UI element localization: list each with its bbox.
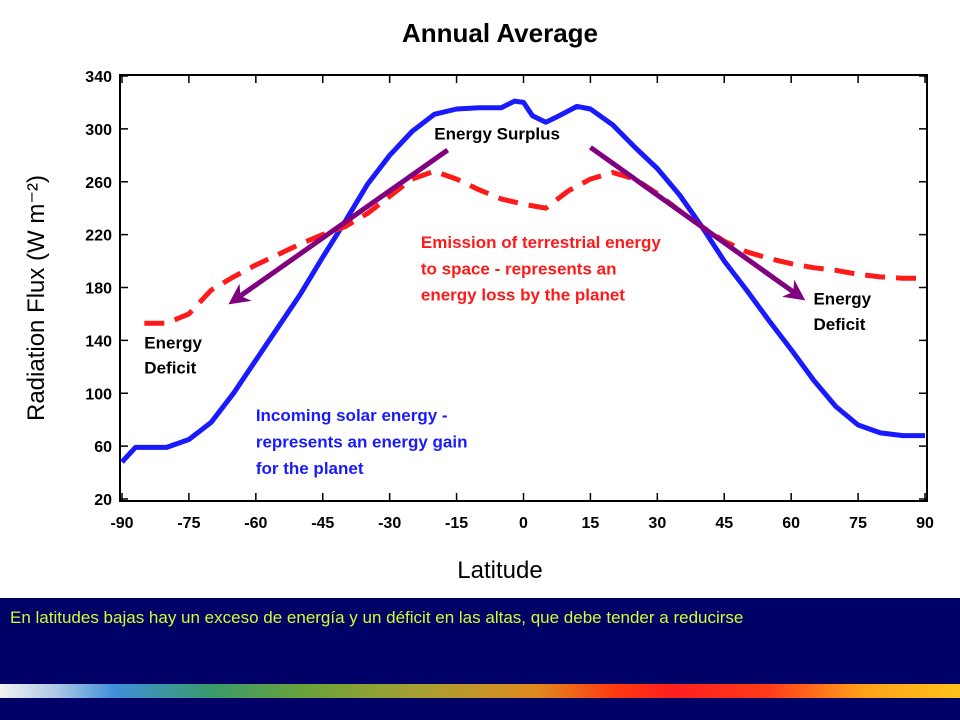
incoming-line — [120, 98, 925, 464]
chart-annotation: Energy — [813, 290, 871, 309]
x-tick-label: -90 — [110, 515, 133, 532]
y-axis-label: Radiation Flux (W m⁻²) — [23, 175, 50, 421]
y-tick-label: 220 — [85, 228, 112, 245]
caption-text: En latitudes bajas hay un exceso de ener… — [10, 608, 744, 627]
energy-flow-arrow — [588, 145, 806, 301]
y-tick-label: 260 — [85, 175, 112, 192]
y-tick-label: 140 — [85, 333, 112, 350]
energy-flow-arrow — [228, 147, 450, 305]
decorative-gradient-strip — [0, 684, 960, 698]
x-tick-label: -45 — [311, 515, 334, 532]
bottom-band — [0, 698, 960, 720]
x-axis-label: Latitude — [457, 557, 542, 584]
chart-annotation: Incoming solar energy - — [256, 406, 448, 425]
x-tick-label: 0 — [519, 515, 528, 532]
y-tick-label: 100 — [85, 386, 112, 403]
y-tick-label: 300 — [85, 122, 112, 139]
chart-annotation: energy loss by the planet — [421, 286, 625, 305]
x-tick-label: -30 — [378, 515, 401, 532]
x-tick-label: -15 — [445, 515, 468, 532]
x-tick-label: 90 — [916, 515, 934, 532]
x-tick-label: 15 — [582, 515, 600, 532]
x-tick-label: -75 — [177, 515, 200, 532]
y-tick-label: 60 — [94, 439, 112, 456]
chart-annotation: to space - represents an — [421, 259, 617, 278]
chart-annotation: Energy Surplus — [434, 124, 560, 143]
x-tick-label: 45 — [715, 515, 733, 532]
chart-annotation: Deficit — [144, 358, 196, 377]
caption-bar: En latitudes bajas hay un exceso de ener… — [0, 598, 960, 684]
chart-annotation: represents an energy gain — [256, 432, 468, 451]
y-tick-label: 180 — [85, 281, 112, 298]
radiation-flux-chart: Annual Average Radiation Flux (W m⁻²) La… — [23, 18, 934, 584]
x-tick-label: 75 — [849, 515, 867, 532]
x-tick-label: 60 — [782, 515, 800, 532]
chart-annotation: Energy — [144, 333, 202, 352]
chart-title: Annual Average — [402, 18, 598, 48]
y-tick-label: 20 — [94, 492, 112, 509]
x-tick-label: -60 — [244, 515, 267, 532]
x-tick-label: 30 — [648, 515, 666, 532]
y-tick-label: 340 — [85, 69, 112, 86]
chart-annotation: Emission of terrestrial energy — [421, 233, 662, 252]
chart-annotation: for the planet — [256, 459, 364, 478]
emission-line — [144, 168, 925, 326]
chart-annotation: Deficit — [813, 315, 865, 334]
